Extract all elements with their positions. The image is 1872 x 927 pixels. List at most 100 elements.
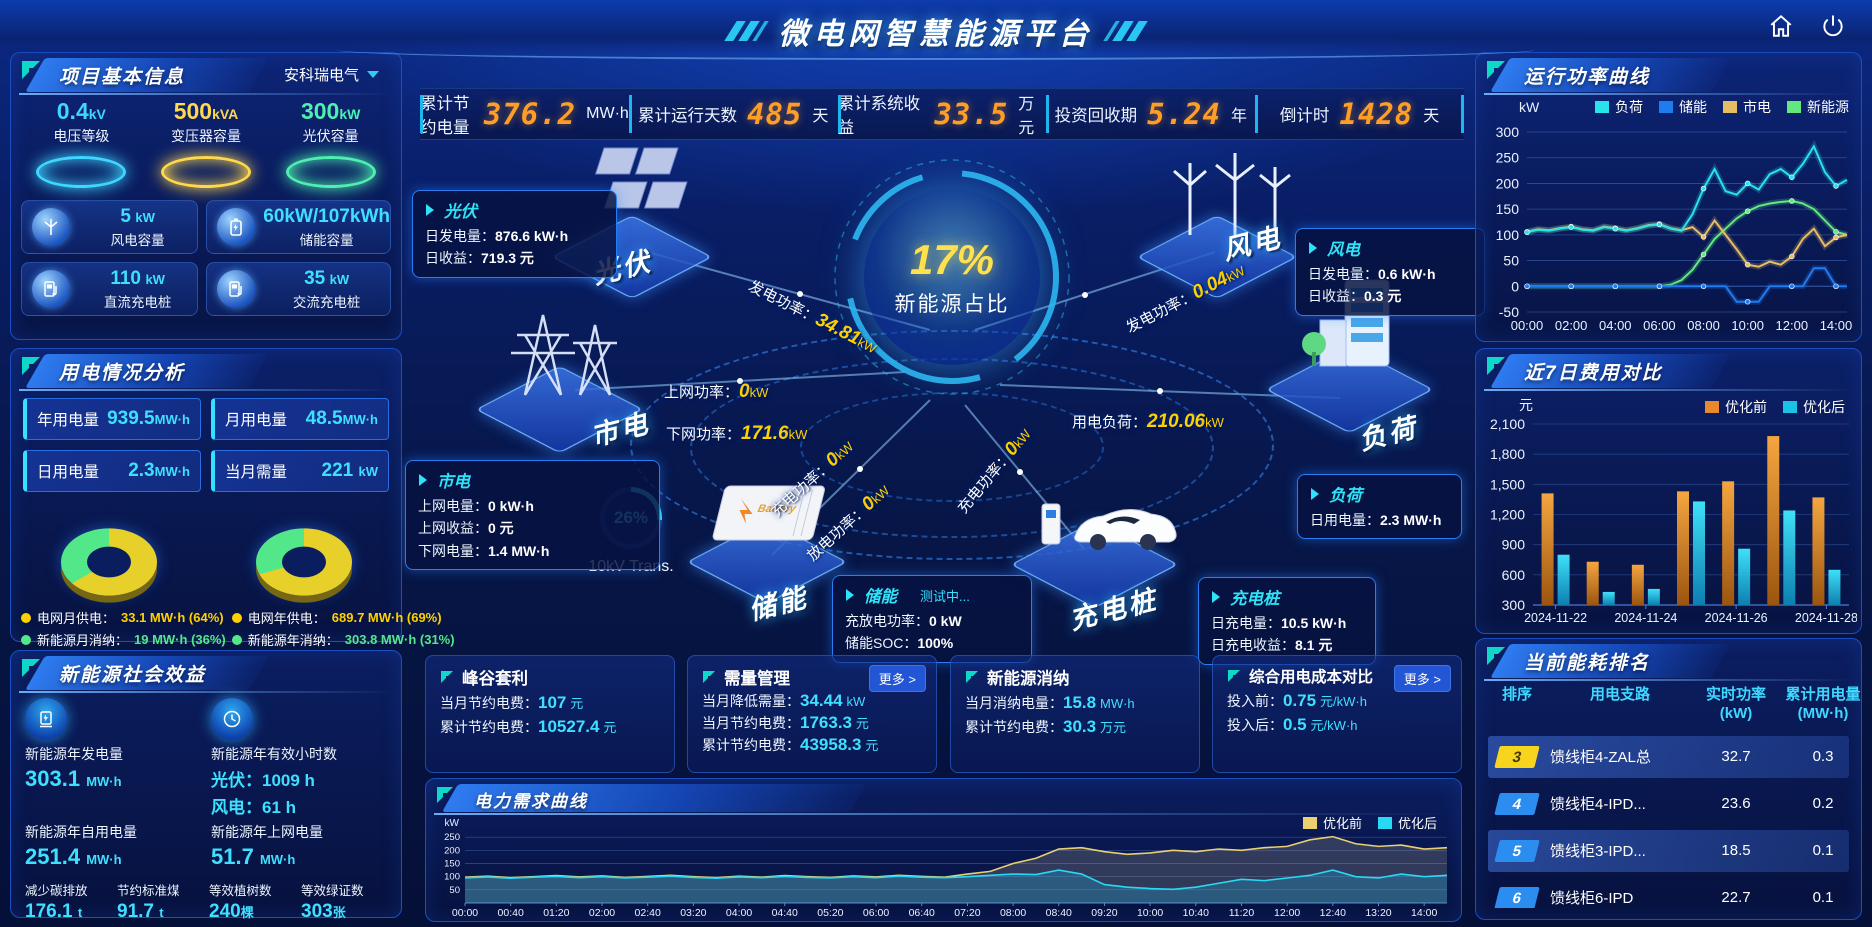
pedestal-glow-ring [160,156,251,188]
chevron-right-icon [1311,488,1319,500]
legend-swatch-icon [1783,401,1797,413]
panel-header: 电力需求曲线 [434,784,1453,815]
svg-text:00:00: 00:00 [451,907,477,919]
svg-text:1,200: 1,200 [1489,507,1524,523]
panel-title: 近7日费用对比 [1524,363,1663,384]
home-icon[interactable] [1768,13,1794,39]
legend-item[interactable]: 优化前 [1302,813,1362,832]
panel-title: 电力需求曲线 [474,792,588,811]
info-box-pv: 光伏 日发电量：876.6 kW·h 日收益：719.3 元 [412,190,617,278]
social-benefit-small-items: 减少碳排放 176.1 t 节约标准煤 91.7 t 等效植树数 240棵 等效绿证数… [25,880,387,923]
table-row[interactable]: 6 馈线柜6-IPD 22.7 0.1 [1488,877,1849,908]
svg-text:12:40: 12:40 [1319,907,1345,919]
svg-text:10:00: 10:00 [1136,907,1162,919]
donut-legends: 电网月供电： 33.1 MW·h (64%) 电网年供电： 689.7 MW·h (… [21,608,455,649]
svg-text:150: 150 [1495,201,1519,217]
panel-header: 近7日费用对比 [1484,354,1853,391]
svg-text:2024-11-22: 2024-11-22 [1524,611,1587,625]
svg-text:10:40: 10:40 [1182,907,1208,919]
power-icon[interactable] [1820,13,1846,39]
wind-turbine-icon [32,208,70,246]
table-row[interactable]: 4 馈线柜4-IPD... 23.6 0.2 [1488,783,1849,825]
panel-header: 项目基本信息 安科瑞电气 [19,58,393,95]
chevron-right-icon [426,204,434,216]
kpi-running-days: 累计运行天数 485 天 [628,89,838,139]
panel-renewable-consumption: 新能源消纳 当月消纳电量：15.8 MW·h 累计节约电费：30.3 万元 [950,655,1200,773]
table-row[interactable]: 5 馈线柜3-IPD... 18.5 0.1 [1488,829,1849,872]
svg-text:08:40: 08:40 [1045,907,1071,919]
page-title: 微电网智慧能源平台 [724,9,1148,53]
panel-demand-management: 需量管理 更多 > 当月降低需量：34.44 kW 当月节约电费：1763.3 … [687,655,937,773]
svg-text:14:00: 14:00 [1819,318,1852,333]
legend-item[interactable]: 负荷 [1595,97,1643,117]
panel-header: 用电情况分析 [19,354,393,391]
svg-text:04:00: 04:00 [725,907,751,919]
legend-renew-year: 新能源年消纳： 303.8 MW·h (31%) [231,630,455,649]
card-ac-charger: 35 kW 交流充电桩 [206,262,391,316]
pedestal-voltage-level: 0.4kV 电压等级 [22,98,140,188]
legend-item[interactable]: 优化后 [1783,397,1845,417]
item-annual-generation: 新能源年发电量 303.1 MW·h [25,698,201,818]
title-decoration-left [724,21,769,41]
cost-compare-chart: 元 2,100 1,800 1,500 1,200 900 600 3002024-11-22… [1489,397,1856,625]
rank-badge: 6 [1494,886,1540,908]
more-button[interactable]: 更多 > [1393,665,1451,692]
panel-title: 运行功率曲线 [1524,67,1651,88]
svg-text:2024-11-24: 2024-11-24 [1614,611,1677,625]
svg-text:元: 元 [1519,397,1533,413]
title-decoration-right [1103,21,1148,41]
legend-swatch-icon [1705,401,1719,413]
pedestal-transformer-capacity: 500kVA 变压器容量 [147,98,265,188]
item-co2-reduction: 减少碳排放 176.1 t [25,884,88,922]
svg-text:07:20: 07:20 [954,907,980,919]
svg-text:04:00: 04:00 [1599,318,1632,333]
company-select[interactable]: 安科瑞电气 [284,64,379,85]
svg-text:600: 600 [1501,567,1525,583]
table-rows: 3 馈线柜4-ZAL总 32.7 0.3 4 馈线柜4-IPD... 23.6 … [1488,735,1849,908]
item-grid-export: 新能源年上网电量 51.7 MW·h [211,824,323,869]
legend-swatch-icon [1659,101,1673,113]
kpi-stats-bar: 累计节约电量 376.2 MW·h 累计运行天数 485 天 累计系统收益 33.5 万元 … [420,88,1464,140]
svg-text:2,100: 2,100 [1489,416,1524,432]
ranking-table: 排序 用电支路 实时功率 (kW) 累计用电量 (MW·h) 3 馈线柜4-ZAL总… [1488,686,1861,908]
table-row[interactable]: 3 馈线柜4-ZAL总 32.7 0.3 [1488,735,1849,778]
legend-item[interactable]: 优化前 [1705,397,1767,417]
panel-power-usage: 用电情况分析 年用电量 939.5MW·h 月用电量 48.5MW·h 日用电量 2.… [10,348,455,648]
rank-badge: 3 [1494,745,1540,768]
legend-item[interactable]: 优化后 [1377,813,1437,832]
kpi-payback-period: 投资回收期 5.24 年 [1046,89,1255,139]
item-self-consumption: 新能源年自用电量 251.4 MW·h [25,824,137,869]
kpi-system-revenue: 累计系统收益 33.5 万元 [837,89,1047,139]
social-benefit-items: 新能源年发电量 303.1 MW·h 新能源年有效小时数 光伏：1009 h 风… [25,698,387,870]
supply-donuts [11,508,401,600]
svg-text:08:00: 08:00 [1687,318,1720,333]
card-dc-charger: 110 kW 直流充电桩 [21,262,199,316]
stat-month-usage: 月用电量 48.5MW·h [211,398,389,440]
panel-corner-icon [966,671,978,683]
chevron-right-icon [419,474,427,486]
svg-text:250: 250 [1495,150,1519,166]
legend-item[interactable]: 储能 [1659,97,1707,117]
flow-feedin-power: 上网功率：0kW [664,381,769,402]
legend-grid-month: 电网月供电： 33.1 MW·h (64%) [21,608,226,627]
more-button[interactable]: 更多 > [868,665,926,692]
legend-item[interactable]: 市电 [1723,97,1771,117]
capacity-pedestals: 0.4kV 电压等级 500kVA 变压器容量 300kW 光伏容量 [19,98,393,188]
rank-badge: 5 [1494,839,1540,862]
panel-corner-icon [22,659,40,677]
donut-year [249,508,359,600]
panel-title: 用电情况分析 [59,363,186,384]
svg-text:11:20: 11:20 [1228,907,1254,919]
wind-turbines-icon [1173,153,1291,240]
svg-text:300: 300 [1495,124,1519,140]
panel-header: 当前能耗排名 [1484,644,1853,681]
legend-grid-year: 电网年供电： 689.7 MW·h (69%) [231,608,455,627]
legend-swatch-icon [1377,816,1392,829]
svg-text:kW: kW [1519,99,1540,115]
kpi-countdown: 倒计时 1428 天 [1255,89,1464,139]
legend-item[interactable]: 新能源 [1787,97,1849,117]
ev-car-icon [1041,503,1177,550]
card-storage-capacity: 60kW/107kWh 储能容量 [206,200,391,254]
svg-text:13:20: 13:20 [1365,907,1391,919]
